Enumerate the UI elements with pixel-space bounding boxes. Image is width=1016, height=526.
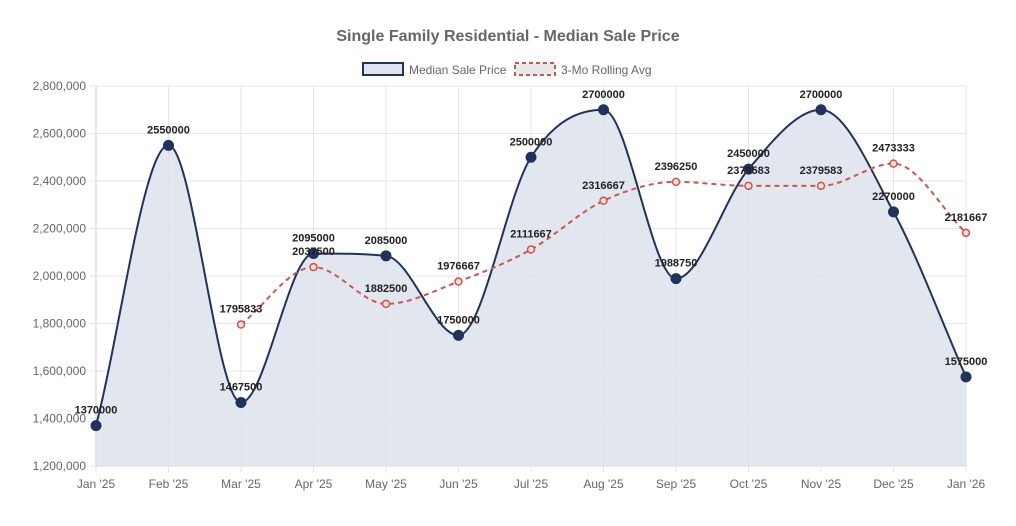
chart-title: Single Family Residential - Median Sale … bbox=[336, 28, 679, 45]
y-tick-label: 1,600,000 bbox=[33, 364, 87, 378]
median-point[interactable] bbox=[888, 206, 899, 218]
median-point[interactable] bbox=[525, 151, 537, 163]
rolling-avg-point[interactable] bbox=[889, 159, 898, 168]
median-data-label: 2700000 bbox=[582, 89, 625, 101]
median-data-label: 2700000 bbox=[800, 89, 843, 101]
rolling-avg-point[interactable] bbox=[454, 277, 463, 286]
median-point[interactable] bbox=[308, 247, 319, 259]
legend-label-median: Median Sale Price bbox=[409, 63, 507, 77]
rolling-avg-data-label: 1882500 bbox=[365, 283, 408, 295]
rolling-avg-data-label: 2396250 bbox=[655, 161, 698, 173]
median-data-label: 2270000 bbox=[872, 191, 915, 203]
y-axis: 2,800,000 2,600,000 2,400,000 2,200,000 2,00… bbox=[33, 79, 97, 473]
median-data-label: 1370000 bbox=[75, 405, 118, 417]
legend-item-rolling-avg[interactable]: 3-Mo Rolling Avg bbox=[514, 62, 652, 77]
median-point[interactable] bbox=[743, 163, 754, 175]
median-data-label: 2085000 bbox=[365, 235, 408, 247]
series-layer bbox=[90, 104, 972, 466]
median-data-label: 2450000 bbox=[727, 148, 770, 160]
x-tick-label: Aug '25 bbox=[583, 477, 624, 491]
rolling-avg-point[interactable] bbox=[381, 299, 391, 309]
rolling-avg-data-label: 2473333 bbox=[872, 143, 915, 155]
rolling-avg-point[interactable] bbox=[744, 181, 753, 191]
x-tick-label: Mar '25 bbox=[221, 477, 261, 491]
median-point[interactable] bbox=[163, 139, 174, 151]
x-tick-label: Jan '25 bbox=[77, 477, 116, 491]
rolling-avg-data-label: 2111667 bbox=[510, 228, 552, 240]
legend-item-median[interactable]: Median Sale Price bbox=[362, 62, 507, 77]
y-tick-label: 1,800,000 bbox=[33, 317, 87, 331]
rolling-avg-point[interactable] bbox=[599, 196, 608, 206]
median-point[interactable] bbox=[235, 396, 247, 408]
median-point[interactable] bbox=[380, 250, 392, 262]
median-point[interactable] bbox=[670, 273, 682, 285]
legend: Median Sale Price 3-Mo Rolling Avg bbox=[362, 62, 652, 77]
rolling-avg-data-label: 1795833 bbox=[220, 303, 263, 315]
legend-label-rolling-avg: 3-Mo Rolling Avg bbox=[561, 63, 652, 77]
y-tick-label: 2,200,000 bbox=[33, 222, 87, 236]
legend-swatch-median bbox=[362, 62, 404, 76]
data-labels: 1795833 2037500 1882500 1976667 2111667 23166… bbox=[75, 89, 988, 417]
median-point[interactable] bbox=[815, 104, 827, 116]
median-point[interactable] bbox=[598, 104, 609, 116]
rolling-avg-point[interactable] bbox=[236, 320, 246, 329]
x-axis: Jan '25 Feb '25 Mar '25 Apr '25 May '25 Jun '… bbox=[77, 465, 986, 491]
median-data-label: 2095000 bbox=[292, 232, 335, 244]
median-data-label: 2550000 bbox=[147, 124, 190, 136]
y-tick-label: 2,000,000 bbox=[33, 269, 87, 283]
rolling-avg-data-label: 1976667 bbox=[437, 261, 480, 273]
x-tick-label: May '25 bbox=[365, 477, 407, 491]
rolling-avg-data-label: 2316667 bbox=[582, 180, 625, 192]
median-point[interactable] bbox=[960, 371, 972, 383]
x-tick-label: Sep '25 bbox=[656, 477, 697, 491]
median-area-fill bbox=[96, 109, 966, 466]
rolling-avg-point[interactable] bbox=[309, 262, 318, 272]
median-data-label: 1575000 bbox=[945, 356, 988, 368]
x-tick-label: Dec '25 bbox=[873, 477, 914, 491]
y-tick-label: 2,800,000 bbox=[33, 79, 87, 93]
rolling-avg-data-label: 2379583 bbox=[800, 165, 843, 177]
x-tick-label: Oct '25 bbox=[730, 477, 768, 491]
y-tick-label: 1,200,000 bbox=[33, 459, 87, 473]
x-tick-label: Nov '25 bbox=[801, 477, 842, 491]
x-tick-label: Jun '25 bbox=[439, 477, 478, 491]
rolling-avg-data-label: 2181667 bbox=[945, 212, 988, 224]
y-tick-label: 1,400,000 bbox=[33, 412, 87, 426]
rolling-avg-point[interactable] bbox=[816, 181, 826, 191]
y-tick-label: 2,600,000 bbox=[33, 127, 87, 141]
y-tick-label: 2,400,000 bbox=[33, 174, 87, 188]
x-tick-label: Feb '25 bbox=[149, 477, 189, 491]
rolling-avg-line bbox=[240, 162, 967, 326]
rolling-avg-point[interactable] bbox=[526, 245, 536, 254]
median-data-label: 2500000 bbox=[510, 136, 553, 148]
x-tick-label: Jan '26 bbox=[947, 477, 986, 491]
x-tick-label: Jul '25 bbox=[514, 477, 549, 491]
median-data-label: 1467500 bbox=[220, 381, 263, 393]
median-point[interactable] bbox=[90, 420, 102, 432]
median-point[interactable] bbox=[453, 329, 464, 341]
rolling-avg-point[interactable] bbox=[961, 228, 971, 238]
rolling-avg-data-label: 2037500 bbox=[292, 246, 335, 258]
rolling-avg-data-label: 2379583 bbox=[727, 165, 770, 177]
x-tick-label: Apr '25 bbox=[295, 477, 333, 491]
legend-swatch-rolling-avg bbox=[514, 62, 556, 76]
rolling-avg-point[interactable] bbox=[671, 177, 681, 187]
median-data-label: 1750000 bbox=[437, 314, 480, 326]
median-data-label: 1988750 bbox=[655, 258, 698, 270]
